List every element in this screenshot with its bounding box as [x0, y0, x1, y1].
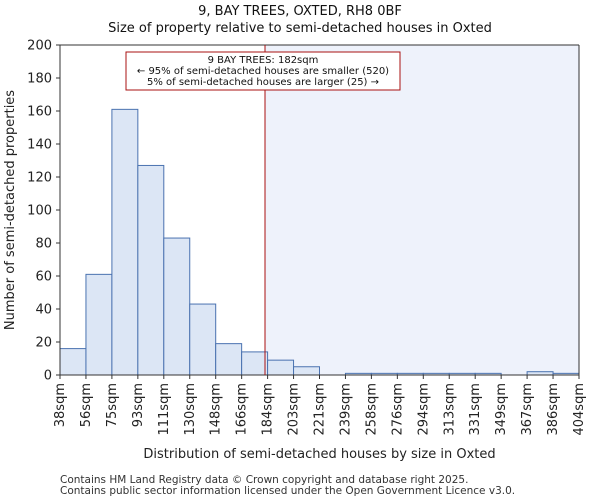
annotation-line-1: 9 BAY TREES: 182sqm: [208, 55, 319, 66]
histogram-bar: [293, 366, 320, 376]
x-tick-label: 111sqm: [157, 383, 172, 436]
y-tick-label: 40: [35, 303, 52, 318]
annotation-box: [125, 51, 401, 91]
y-tick-label: 20: [35, 336, 52, 351]
x-tick-label: 203sqm: [287, 383, 302, 436]
footer-licence: Contains public sector information licen…: [60, 485, 516, 497]
x-axis-title: Distribution of semi-detached houses by …: [143, 447, 495, 462]
histogram-bar: [85, 273, 113, 376]
x-tick-label: 386sqm: [546, 383, 561, 436]
x-tick-label: 56sqm: [79, 383, 94, 427]
y-tick-label: 60: [35, 270, 52, 285]
y-axis-title: Number of semi-detached properties: [3, 90, 18, 330]
x-tick-label: 258sqm: [364, 383, 379, 436]
histogram-bar: [111, 108, 139, 376]
annotation-line-2: ← 95% of semi-detached houses are smalle…: [137, 66, 389, 77]
histogram-bar: [189, 303, 217, 376]
y-tick-label: 180: [27, 72, 52, 87]
y-tick-label: 200: [27, 39, 52, 54]
y-tick-label: 100: [27, 204, 52, 219]
annotation-line-3: 5% of semi-detached houses are larger (2…: [147, 77, 379, 88]
y-tick-label: 160: [27, 105, 52, 120]
y-tick-label: 140: [27, 138, 52, 153]
x-tick-label: 221sqm: [313, 383, 328, 436]
x-tick-label: 130sqm: [183, 383, 198, 436]
histogram-bar: [267, 359, 295, 376]
y-tick-label: 0: [44, 369, 52, 384]
histogram-bar: [137, 164, 165, 376]
x-tick-label: 331sqm: [468, 383, 483, 436]
x-tick-label: 75sqm: [105, 383, 120, 427]
larger-region-highlight: [265, 45, 579, 375]
histogram-bar: [59, 348, 87, 376]
x-tick-label: 166sqm: [235, 383, 250, 436]
x-tick-label: 276sqm: [390, 383, 405, 436]
chart-title: 9, BAY TREES, OXTED, RH8 0BF: [198, 4, 402, 19]
x-tick-label: 294sqm: [416, 383, 431, 436]
footer-copyright: Contains HM Land Registry data © Crown c…: [60, 474, 469, 486]
x-tick-label: 93sqm: [131, 383, 146, 427]
x-tick-label: 313sqm: [442, 383, 457, 436]
x-tick-label: 239sqm: [338, 383, 353, 436]
x-tick-label: 184sqm: [261, 383, 276, 436]
x-tick-label: 367sqm: [520, 383, 535, 436]
y-tick-label: 120: [27, 171, 52, 186]
x-tick-label: 38sqm: [53, 383, 68, 427]
x-tick-label: 148sqm: [209, 383, 224, 436]
histogram-bar: [163, 237, 191, 376]
histogram-bar: [241, 351, 269, 376]
chart-subtitle: Size of property relative to semi-detach…: [108, 21, 492, 36]
x-tick-label: 349sqm: [494, 383, 509, 436]
y-tick-label: 80: [35, 237, 52, 252]
x-tick-label: 404sqm: [572, 383, 587, 436]
histogram-bar: [215, 343, 243, 376]
